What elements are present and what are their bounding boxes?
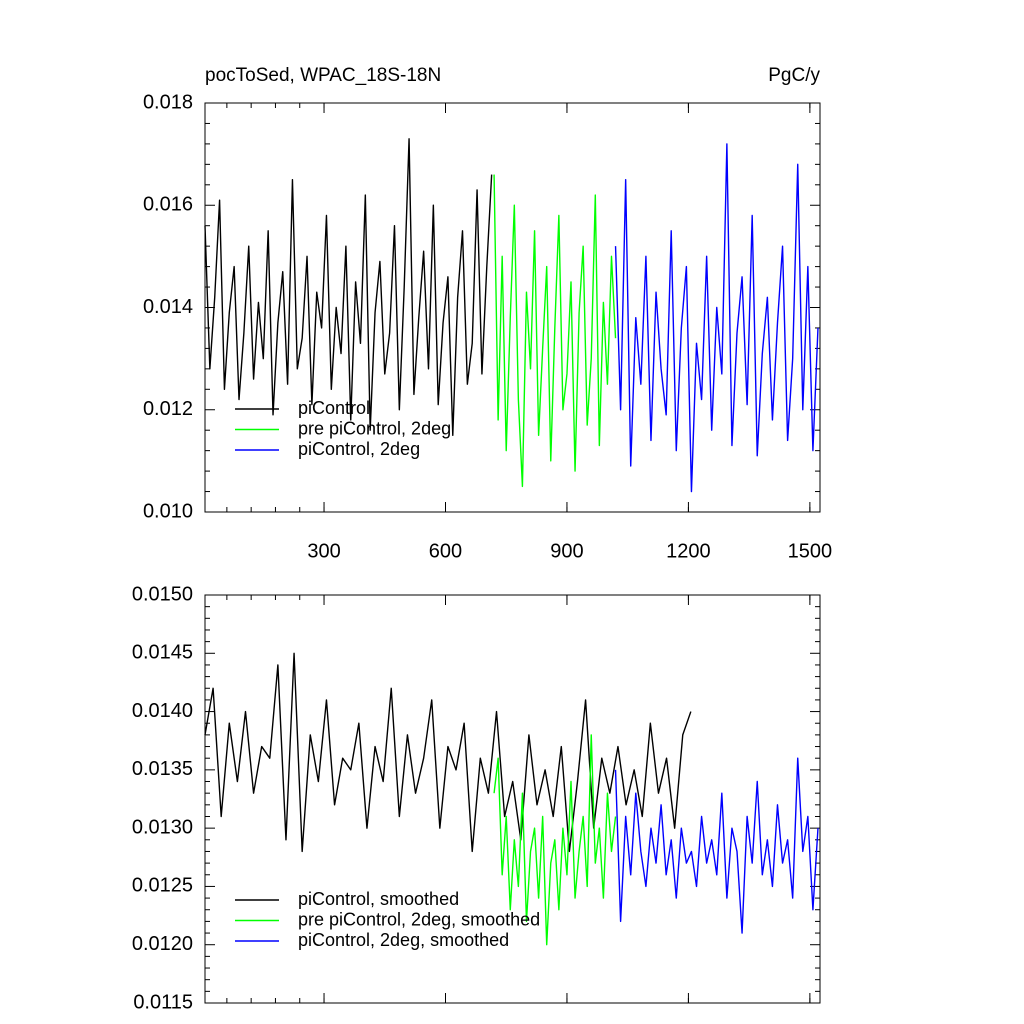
y-tick-label: 0.0120 <box>132 933 193 955</box>
legend-label: pre piControl, 2deg, smoothed <box>298 909 540 929</box>
units-label: PgC/y <box>768 65 820 86</box>
series-line <box>204 652 692 853</box>
legend-label: piControl <box>298 398 370 418</box>
y-tick-label: 0.016 <box>143 194 193 216</box>
y-tick-label: 0.014 <box>143 296 193 318</box>
y-tick-label: 0.010 <box>143 500 193 522</box>
y-tick-label: 0.0145 <box>132 642 193 664</box>
y-tick-label: 0.0115 <box>133 991 193 1013</box>
y-tick-label: 0.012 <box>143 398 193 420</box>
legend-label: pre piControl, 2deg <box>298 418 451 438</box>
series-line <box>204 138 493 437</box>
series-line <box>614 143 819 493</box>
legend-label: piControl, 2deg <box>298 439 420 459</box>
y-tick-label: 0.0150 <box>132 583 193 605</box>
x-tick-label: 600 <box>429 540 462 562</box>
x-tick-label: 1200 <box>666 540 711 562</box>
series-line <box>493 174 617 488</box>
chart-title: pocToSed, WPAC_18S-18N <box>205 65 441 86</box>
x-tick-label: 300 <box>307 540 340 562</box>
x-tick-label: 1500 <box>788 540 833 562</box>
y-tick-label: 0.0125 <box>132 875 193 897</box>
y-tick-label: 0.018 <box>143 91 193 113</box>
series-line <box>493 734 617 946</box>
y-tick-label: 0.0135 <box>132 758 193 780</box>
series-line <box>614 757 819 934</box>
legend-label: piControl, smoothed <box>298 889 459 909</box>
x-tick-label: 900 <box>550 540 583 562</box>
y-tick-label: 0.0130 <box>132 816 193 838</box>
y-tick-label: 0.0140 <box>132 700 193 722</box>
legend-label: piControl, 2deg, smoothed <box>298 930 509 950</box>
plot-frame <box>204 594 821 1004</box>
